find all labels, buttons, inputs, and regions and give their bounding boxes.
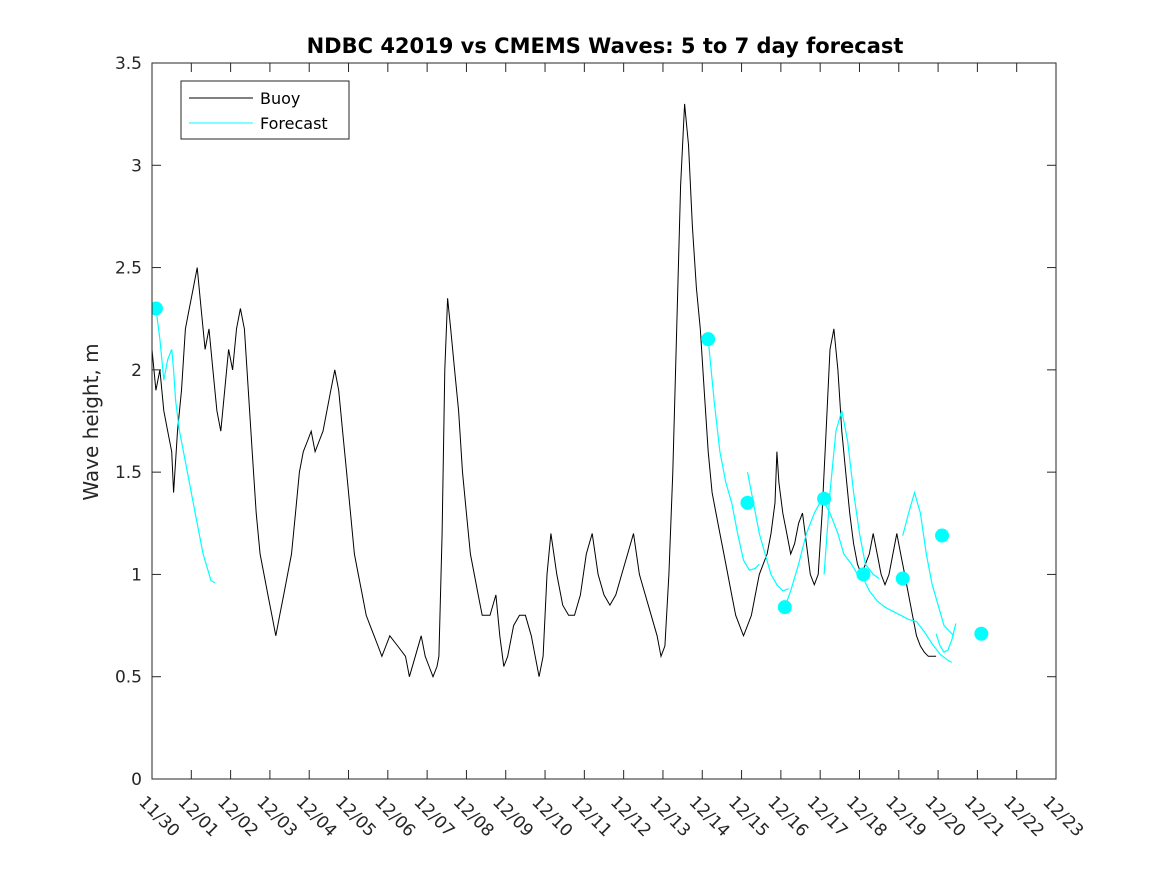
x-tick-label: 12/11 bbox=[567, 792, 616, 841]
x-tick-label: 12/23 bbox=[1038, 792, 1087, 841]
forecast-series-line-7 bbox=[902, 490, 955, 637]
x-tick-label: 12/13 bbox=[645, 792, 694, 841]
y-tick-label: 3.5 bbox=[115, 54, 142, 74]
forecast-marker-7 bbox=[895, 571, 910, 586]
y-tick-label: 0 bbox=[131, 770, 142, 790]
x-tick-label: 12/01 bbox=[174, 792, 223, 841]
forecast-marker-3 bbox=[740, 495, 755, 510]
x-tick-label: 12/14 bbox=[685, 792, 734, 841]
forecast-series-line-4 bbox=[784, 497, 859, 608]
y-tick-label: 2 bbox=[131, 361, 142, 381]
axes-box bbox=[151, 62, 1057, 780]
forecast-marker-8 bbox=[935, 528, 950, 543]
forecast-marker-5 bbox=[817, 491, 832, 506]
forecast-marker-4 bbox=[777, 600, 792, 615]
x-tick-label: 12/05 bbox=[331, 792, 380, 841]
legend-label-buoy: Buoy bbox=[260, 89, 300, 108]
x-tick-label: 12/21 bbox=[960, 792, 1009, 841]
x-tick-label: 12/02 bbox=[213, 792, 262, 841]
y-tick-label: 3 bbox=[131, 156, 142, 176]
x-tick-label: 12/18 bbox=[842, 792, 891, 841]
x-tick-label: 12/04 bbox=[292, 792, 341, 841]
plot-area bbox=[152, 103, 989, 679]
y-axis-label: Wave height, m bbox=[79, 343, 103, 500]
x-tick-label: 12/10 bbox=[528, 792, 577, 841]
x-tick-label: 12/19 bbox=[881, 792, 930, 841]
forecast-series-line-8 bbox=[935, 623, 957, 653]
buoy-series-line bbox=[152, 103, 937, 679]
x-tick-label: 12/08 bbox=[449, 792, 498, 841]
forecast-marker-2 bbox=[701, 332, 716, 347]
x-tick-label: 12/07 bbox=[410, 792, 459, 841]
forecast-marker-1 bbox=[152, 301, 163, 316]
forecast-series-line-1 bbox=[155, 308, 216, 584]
x-tick-label: 12/12 bbox=[606, 792, 655, 841]
x-tick-label: 12/09 bbox=[488, 792, 537, 841]
legend: Buoy Forecast bbox=[180, 80, 350, 140]
forecast-series-line-3 bbox=[746, 471, 789, 592]
x-tick-label: 11/30 bbox=[134, 792, 183, 841]
legend-label-forecast: Forecast bbox=[260, 114, 328, 133]
x-tick-label: 12/16 bbox=[763, 792, 812, 841]
chart-title: NDBC 42019 vs CMEMS Waves: 5 to 7 day fo… bbox=[307, 34, 904, 58]
y-tick-label: 1.5 bbox=[115, 463, 142, 483]
forecast-series-line-6 bbox=[862, 578, 953, 663]
x-tick-label: 12/15 bbox=[724, 792, 773, 841]
x-tick-label: 12/06 bbox=[370, 792, 419, 841]
forecast-marker-9 bbox=[974, 626, 989, 641]
forecast-series-line-5 bbox=[823, 410, 880, 579]
axes: 00.511.522.533.511/3012/0112/0212/0312/0… bbox=[115, 54, 1087, 841]
y-tick-label: 0.5 bbox=[115, 668, 142, 688]
x-tick-label: 12/03 bbox=[252, 792, 301, 841]
y-tick-label: 2.5 bbox=[115, 259, 142, 279]
x-tick-label: 12/22 bbox=[999, 792, 1048, 841]
legend-box bbox=[180, 80, 350, 140]
y-tick-label: 1 bbox=[131, 565, 142, 585]
forecast-marker-6 bbox=[856, 567, 871, 582]
x-tick-label: 12/20 bbox=[921, 792, 970, 841]
forecast-series-line-2 bbox=[707, 339, 760, 572]
x-tick-label: 12/17 bbox=[803, 792, 852, 841]
